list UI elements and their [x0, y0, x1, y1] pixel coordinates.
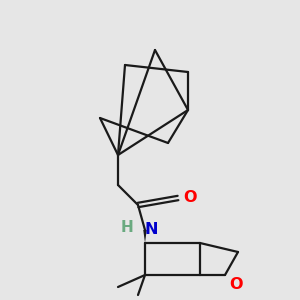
Text: N: N [145, 221, 158, 236]
Text: O: O [183, 190, 196, 205]
Text: O: O [229, 277, 242, 292]
Text: H: H [120, 220, 133, 236]
Polygon shape [143, 230, 147, 243]
